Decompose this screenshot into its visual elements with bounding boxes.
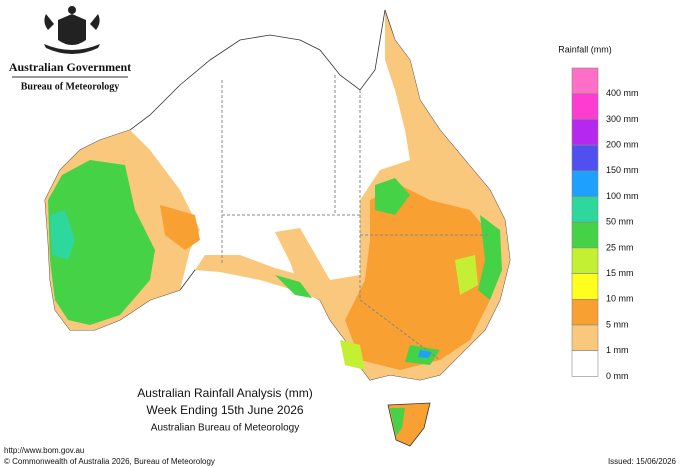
legend: 400 mm 300 mm 200 mm 150 mm 100 mm 50 mm 25 mm… [571, 67, 639, 381]
legend-swatch [571, 350, 599, 377]
legend-label: 1 mm [606, 345, 629, 355]
map-title: Australian Rainfall Analysis (mm) [137, 386, 312, 400]
legend-label: 100 mm [606, 191, 639, 201]
legend-label: 400 mm [606, 88, 639, 98]
rain-5mm-east [345, 185, 495, 370]
legend-swatch [571, 196, 599, 223]
legend-swatch [571, 119, 599, 146]
state-borders [221, 75, 490, 361]
legend-swatch [571, 93, 599, 120]
rain-5mm-west [160, 205, 200, 250]
legend-swatch [571, 324, 599, 352]
legend-swatch [571, 170, 599, 197]
coat-of-arms [44, 6, 100, 54]
legend-label: 150 mm [606, 165, 639, 175]
legend-label: 200 mm [606, 139, 639, 149]
map-source: Australian Bureau of Meteorology [151, 423, 299, 434]
legend-swatch [571, 144, 599, 172]
footer-issued: Issued: 15/06/2026 [608, 457, 677, 466]
footer-url: http://www.bom.gov.au [4, 446, 84, 455]
rain-25mm-south [275, 275, 312, 298]
rain-25mm-west [48, 160, 155, 325]
legend-label: 5 mm [606, 319, 629, 329]
tasmania-west-rain [390, 408, 405, 436]
rain-50mm-west [50, 210, 75, 260]
legend-label: 300 mm [606, 114, 639, 124]
legend-label: 50 mm [606, 217, 634, 227]
rain-25mm-east [375, 178, 502, 365]
rain-15mm-east [340, 255, 478, 370]
legend-swatch [571, 298, 599, 326]
government-name: Australian Government [9, 60, 131, 74]
legend-swatch [571, 247, 599, 274]
bureau-name: Bureau of Meteorology [21, 81, 120, 92]
legend-swatch [571, 67, 599, 95]
footer-copyright: © Commonwealth of Australia 2026, Bureau… [4, 457, 215, 466]
legend-label: 10 mm [606, 294, 634, 304]
legend-swatch [571, 273, 599, 300]
legend-swatch [571, 221, 599, 249]
rain-1mm-south [195, 255, 320, 300]
legend-title: Rainfall (mm) [558, 44, 612, 54]
australia-map [44, 9, 511, 447]
legend-label: 25 mm [606, 242, 634, 252]
map-subtitle: Week Ending 15th June 2026 [146, 403, 304, 417]
legend-label: 0 mm [606, 371, 629, 381]
rain-100mm-east [418, 350, 432, 358]
legend-label: 15 mm [606, 268, 634, 278]
